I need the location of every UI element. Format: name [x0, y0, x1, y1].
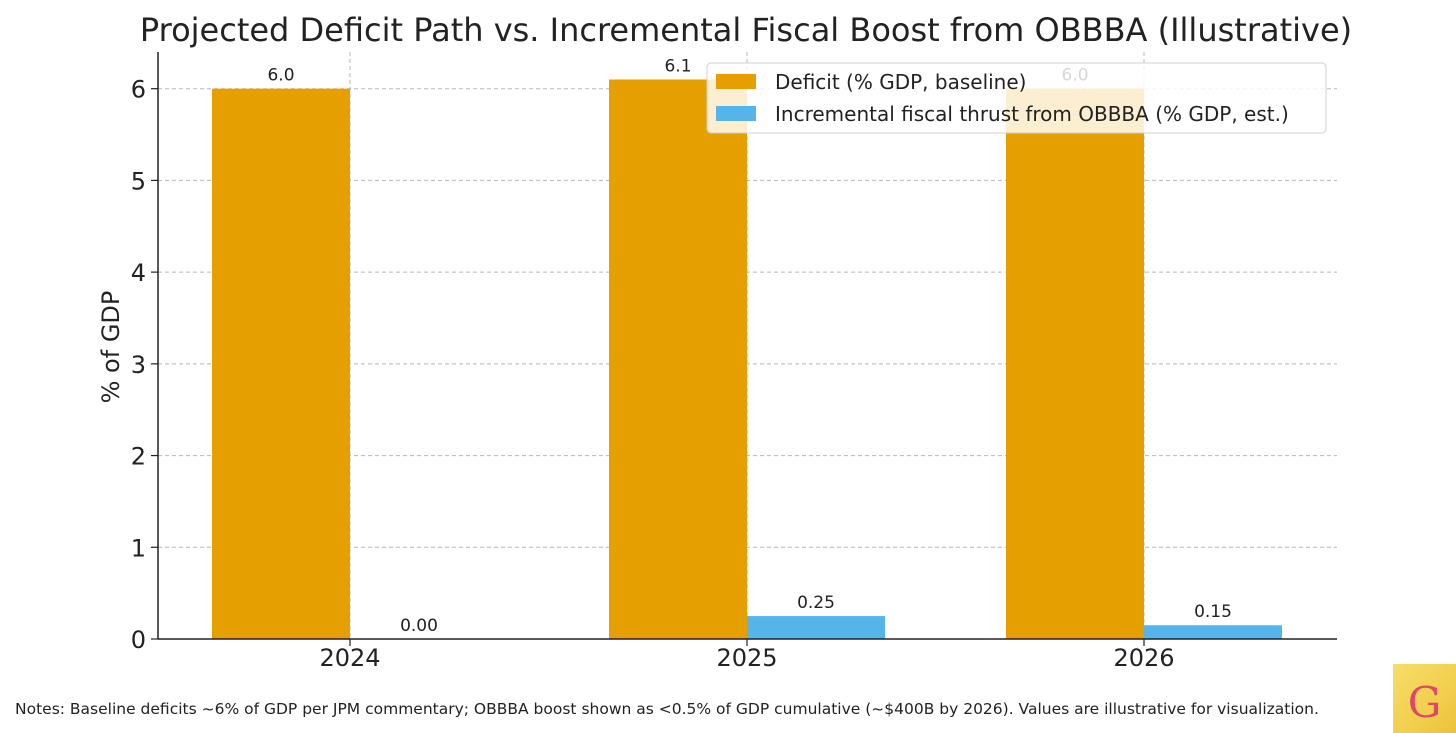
g-logo-icon: G: [1407, 678, 1442, 727]
legend-swatch-0: [716, 74, 756, 89]
logo: G: [1393, 664, 1456, 733]
x-tick-label: 2025: [716, 644, 777, 672]
y-tick-label: 4: [131, 259, 146, 287]
x-tick-label: 2024: [319, 644, 380, 672]
data-label: 6.0: [267, 66, 294, 86]
bar-series-1-2026: [1144, 625, 1282, 639]
y-tick-label: 2: [131, 443, 146, 471]
bar-series-0-2026: [1006, 88, 1144, 639]
y-tick-label: 3: [131, 351, 146, 379]
legend-box: [706, 62, 1327, 134]
data-label: 0.00: [400, 616, 438, 636]
bar-series-0-2024: [212, 88, 350, 639]
x-tick-label: 2026: [1113, 644, 1174, 672]
legend-label-1: Incremental fiscal thrust from OBBBA (% …: [775, 102, 1289, 126]
bars: [212, 79, 1282, 639]
tick-labels: 0 1 2 3 4 5 6 2024 2025 2026: [131, 76, 1175, 672]
bar-series-0-2025: [609, 79, 747, 639]
y-tick-label: 0: [131, 626, 146, 654]
y-axis-label: % of GDP: [97, 291, 125, 404]
legend: Deficit (% GDP, baseline) Incremental fis…: [706, 62, 1327, 134]
y-tick-label: 6: [131, 76, 146, 104]
chart-title: Projected Deficit Path vs. Incremental F…: [140, 11, 1352, 49]
legend-label-0: Deficit (% GDP, baseline): [775, 70, 1026, 94]
axes: [151, 52, 1337, 646]
y-tick-label: 1: [131, 534, 146, 562]
y-tick-label: 5: [131, 167, 146, 195]
bar-series-1-2025: [747, 616, 885, 639]
data-label: 0.25: [797, 593, 835, 613]
data-label: 0.15: [1194, 602, 1232, 622]
chart-notes: Notes: Baseline deficits ~6% of GDP per …: [15, 700, 1319, 718]
legend-swatch-1: [716, 106, 756, 121]
data-label: 6.1: [664, 57, 691, 77]
